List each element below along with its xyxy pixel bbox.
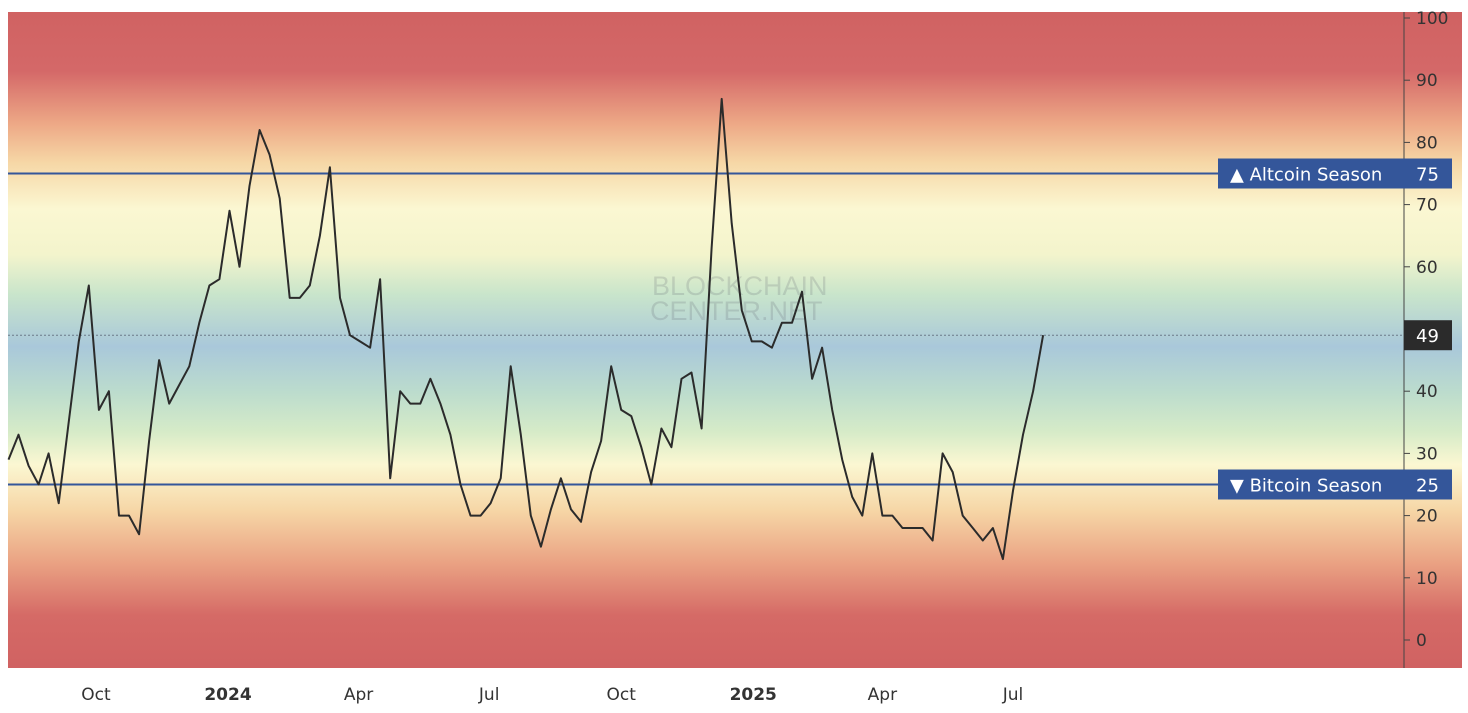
y-tick-label: 0 (1416, 631, 1427, 651)
series-line (7, 97, 1045, 561)
reference-value-label: 75 (1416, 165, 1439, 186)
reference-tag-0 (1218, 158, 1452, 189)
reference-label: ▼ Bitcoin Season (1230, 476, 1382, 497)
x-tick-label: Jul (1002, 685, 1024, 705)
y-tick-label: 60 (1416, 258, 1438, 278)
x-tick-label: 2025 (730, 685, 777, 705)
x-tick-label: Oct (81, 685, 111, 705)
reference-label: ▲ Altcoin Season (1230, 165, 1382, 186)
x-tick-label: Apr (344, 685, 373, 705)
reference-tag-1 (1218, 469, 1452, 500)
reference-value-label: 25 (1416, 476, 1439, 497)
y-tick-label: 90 (1416, 71, 1438, 91)
y-tick-label: 10 (1416, 569, 1438, 589)
x-tick-label: Apr (868, 685, 897, 705)
y-tick-label: 70 (1416, 196, 1438, 216)
x-tick-label: Jul (478, 685, 500, 705)
y-tick-label: 20 (1416, 507, 1438, 527)
plot-background (8, 12, 1462, 668)
y-tick-label: 40 (1416, 382, 1438, 402)
current-value-tag (1404, 320, 1452, 351)
watermark: BLOCKCHAIN CENTER.NET (650, 271, 828, 326)
y-tick-label: 30 (1416, 444, 1438, 464)
x-tick-label: 2024 (204, 685, 251, 705)
current-value-label: 49 (1416, 326, 1439, 347)
x-tick-label: Oct (607, 685, 637, 705)
y-tick-label: 80 (1416, 133, 1438, 153)
y-tick-label: 100 (1416, 9, 1448, 29)
svg-text:CENTER.NET: CENTER.NET (650, 296, 823, 326)
